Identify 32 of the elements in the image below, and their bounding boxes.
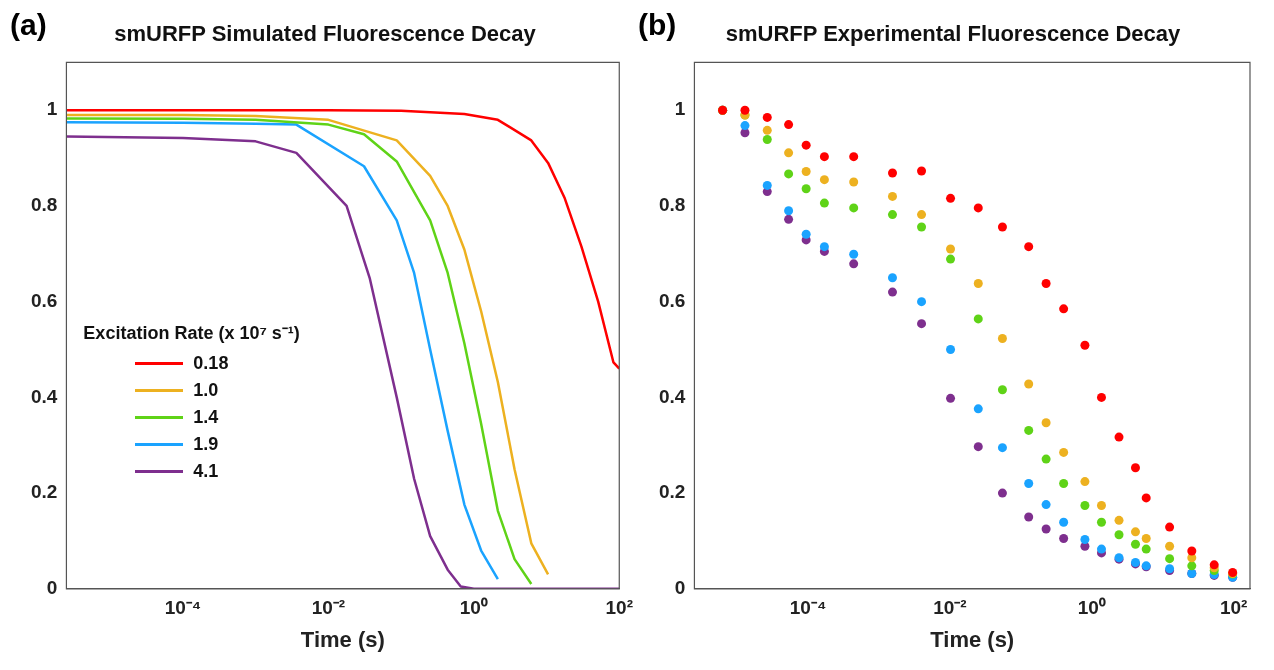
x-tick-label: 10² <box>1219 597 1248 619</box>
y-tick-label: 0.2 <box>658 481 686 503</box>
y-tick-label: 0.4 <box>658 385 686 407</box>
x-tick-label: 10⁰ <box>459 597 488 619</box>
y-tick-label: 0 <box>674 577 686 599</box>
y-tick-label: 0.6 <box>30 289 58 311</box>
x-axis-title: Time (s) <box>930 626 1015 652</box>
text: (a) <box>10 8 47 42</box>
legend-label: 1.4 <box>193 407 219 428</box>
x-tick-label: 10⁻⁴ <box>789 597 827 619</box>
legend-label: 1.9 <box>193 434 219 455</box>
y-tick-label: 1 <box>674 98 686 120</box>
text: (b) <box>638 8 677 42</box>
x-tick-label: 10² <box>605 597 633 619</box>
x-tick-label: 10⁰ <box>1077 597 1106 619</box>
y-tick-label: 0.6 <box>658 289 686 311</box>
y-tick-label: 1 <box>46 98 58 120</box>
y-tick-label: 0.8 <box>658 194 686 216</box>
chart-title: smURFP Experimental Fluorescence Decay <box>725 21 1181 47</box>
legend-label: 4.1 <box>193 461 219 482</box>
y-tick-label: 0.2 <box>30 481 58 503</box>
chart-title: smURFP Simulated Fluorescence Decay <box>114 21 537 47</box>
x-tick-label: 10⁻² <box>311 597 346 619</box>
legend-label: 1.0 <box>193 380 219 401</box>
x-axis-title: Time (s) <box>300 626 385 652</box>
y-tick-label: 0.8 <box>30 194 58 216</box>
legend-title: Excitation Rate (x 10⁷ s⁻¹) <box>83 322 300 344</box>
x-tick-label: 10⁻⁴ <box>164 597 202 619</box>
y-tick-label: 0.4 <box>30 385 58 407</box>
x-tick-label: 10⁻² <box>933 597 967 619</box>
y-tick-label: 0 <box>46 577 58 599</box>
legend-label: 0.18 <box>193 353 229 374</box>
